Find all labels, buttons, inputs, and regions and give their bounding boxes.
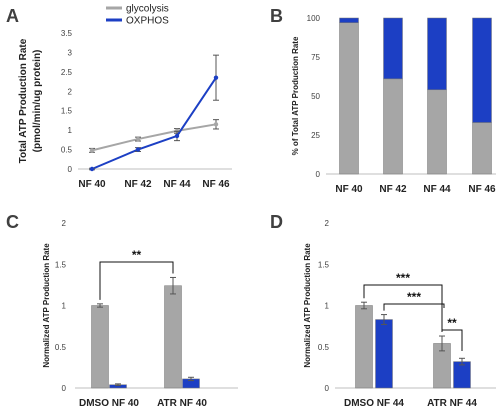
- y-tick-label: 1: [62, 302, 67, 311]
- bar-glycolysis: [383, 78, 403, 175]
- bar-glycolysis: [472, 122, 492, 175]
- y-tick-label: 0.5: [61, 146, 73, 155]
- y-axis-label-text: % of Total ATP Production Rate: [291, 36, 300, 155]
- significance-bracket-1-label: ***: [396, 271, 410, 285]
- data-point-oxphos: [89, 166, 95, 172]
- panel-letter-a: A: [6, 6, 19, 26]
- data-point-oxphos: [135, 147, 141, 152]
- series-line-glycolysis: [91, 123, 217, 152]
- data-point-glycolysis: [135, 136, 141, 142]
- y-axis-label: Normalized ATP Production Rate: [42, 243, 51, 368]
- y-tick-label: 0.5: [55, 343, 67, 352]
- bar-oxphos: [472, 17, 492, 123]
- y-axis-label-text: Normalized ATP Production Rate: [42, 243, 51, 368]
- significance-bracket-1: [363, 284, 443, 333]
- panel-letter-b: B: [270, 6, 283, 26]
- y-axis-label-line: (pmol/min/ug protein): [32, 50, 43, 153]
- y-tick-label: 1: [68, 126, 73, 135]
- y-tick-label: 1.5: [61, 107, 73, 116]
- data-point-glycolysis: [89, 148, 95, 153]
- y-tick-label: 0: [325, 384, 330, 393]
- y-tick-label: 0: [62, 384, 67, 393]
- significance-bracket-3-label: **: [447, 316, 457, 330]
- bar-oxphos: [427, 17, 447, 91]
- x-tick-label: NF 46: [202, 179, 230, 190]
- y-tick-label: 2: [325, 219, 330, 228]
- y-axis-label: Total ATP Production Rate (pmol/min/ug pr…: [18, 38, 43, 163]
- y-tick-label: 2: [68, 87, 73, 96]
- x-tick-label: ATR NF 44: [427, 398, 477, 409]
- x-tick-label: NF 46: [468, 184, 496, 195]
- y-tick-label: 0.5: [318, 343, 330, 352]
- y-tick-label: 0: [316, 170, 321, 179]
- y-axis-label: % of Total ATP Production Rate: [291, 36, 300, 155]
- bar-oxphos: [375, 319, 393, 389]
- legend-label: OXPHOS: [126, 16, 169, 27]
- y-tick-label: 1.5: [55, 260, 67, 269]
- bar-glycolysis: [355, 305, 373, 389]
- data-point-oxphos: [174, 133, 180, 139]
- y-tick-label: 75: [311, 53, 320, 62]
- significance-bracket-3: [441, 329, 463, 351]
- bar-oxphos: [453, 361, 471, 389]
- x-tick-label: NF 42: [379, 184, 407, 195]
- panel-letter-d: D: [270, 212, 283, 232]
- data-point-glycolysis: [213, 122, 219, 127]
- panel-letter-c: C: [6, 212, 19, 232]
- bar-glycolysis: [339, 22, 359, 175]
- y-tick-label: 25: [311, 131, 320, 140]
- x-tick-label: DMSO NF 40: [79, 398, 139, 409]
- y-axis-label-text: Normalized ATP Production Rate: [303, 243, 312, 368]
- series-line-oxphos: [91, 77, 217, 170]
- bar-glycolysis: [427, 89, 447, 175]
- y-tick-label: 1: [325, 302, 330, 311]
- y-tick-label: 0: [68, 165, 73, 174]
- y-tick-label: 3: [68, 48, 73, 57]
- significance-bracket-2: [383, 303, 445, 311]
- y-tick-label: 3.5: [61, 29, 73, 38]
- significance-bracket-label: **: [132, 248, 142, 262]
- bar-glycolysis: [164, 285, 182, 389]
- x-tick-label: DMSO NF 44: [344, 398, 404, 409]
- bar-oxphos: [339, 17, 359, 23]
- x-tick-label: NF 44: [423, 184, 451, 195]
- x-tick-label: NF 42: [124, 179, 152, 190]
- data-point-oxphos: [213, 75, 219, 80]
- y-tick-label: 100: [307, 14, 321, 23]
- y-tick-label: 2: [62, 219, 67, 228]
- y-tick-label: 2.5: [61, 68, 73, 77]
- significance-bracket: [99, 261, 174, 300]
- x-tick-label: NF 40: [78, 179, 106, 190]
- y-tick-label: 1.5: [318, 260, 330, 269]
- bar-glycolysis: [91, 305, 109, 389]
- significance-bracket-2-label: ***: [407, 290, 421, 304]
- y-tick-label: 50: [311, 92, 320, 101]
- x-tick-label: NF 44: [163, 179, 191, 190]
- y-axis-label-line: Total ATP Production Rate: [18, 38, 29, 163]
- bar-oxphos: [383, 17, 403, 80]
- x-tick-label: ATR NF 40: [157, 398, 207, 409]
- x-tick-label: NF 40: [335, 184, 363, 195]
- legend-label: glycolysis: [126, 4, 169, 15]
- y-axis-label: Normalized ATP Production Rate: [303, 243, 312, 368]
